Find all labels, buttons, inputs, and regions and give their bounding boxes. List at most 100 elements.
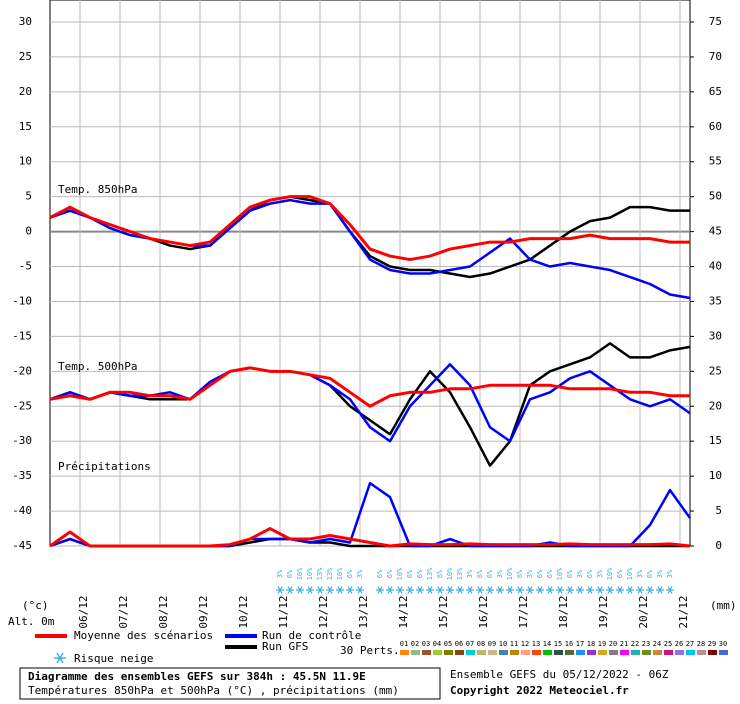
snow-risk-marker (666, 586, 674, 594)
snow-risk-label: 6% (476, 569, 484, 578)
snow-risk-marker (516, 586, 524, 594)
y2-tick-label: 0 (715, 539, 722, 552)
x-tick-label: 13/12 (357, 595, 370, 628)
member-swatch (686, 650, 695, 655)
legend-label: Run de contrôle (262, 629, 361, 642)
x-tick-label: 08/12 (157, 595, 170, 628)
x-tick-label: 17/12 (517, 595, 530, 628)
y2-tick-label: 65 (709, 85, 722, 98)
panel-label: Précipitations (58, 460, 151, 473)
member-label: 24 (653, 640, 661, 648)
snowflake-stroke (467, 586, 473, 594)
x-tick-label: 19/12 (597, 595, 610, 628)
y-tick-label: 20 (19, 85, 32, 98)
snowflake-stroke (417, 586, 423, 594)
member-swatch (422, 650, 431, 655)
member-label: 09 (488, 640, 496, 648)
snow-risk-label: 6% (566, 569, 574, 578)
panel-label: Temp. 850hPa (58, 183, 137, 196)
member-swatch (565, 650, 574, 655)
y-tick-label: -45 (12, 539, 32, 552)
footer-subtitle: Températures 850hPa et 500hPa (°C) , pré… (28, 684, 399, 697)
snowflake-stroke (397, 586, 403, 594)
member-swatch (477, 650, 486, 655)
snow-risk-label: 6% (286, 569, 294, 578)
snow-risk-label: 10% (396, 567, 404, 580)
member-swatch (532, 650, 541, 655)
y2-tick-label: 75 (709, 15, 722, 28)
y-tick-label: 30 (19, 15, 32, 28)
y2-axis-label: (mm) (710, 599, 737, 612)
x-tick-label: 12/12 (317, 595, 330, 628)
member-label: 19 (598, 640, 606, 648)
member-swatch (664, 650, 673, 655)
snow-risk-label: 6% (646, 569, 654, 578)
snow-risk-label: 10% (626, 567, 634, 580)
member-label: 25 (664, 640, 672, 648)
snow-risk-label: 13% (456, 567, 464, 580)
members-label: 30 Perts. (340, 644, 400, 657)
member-label: 17 (576, 640, 584, 648)
snow-risk-label: 10% (306, 567, 314, 580)
member-label: 14 (543, 640, 551, 648)
y2-tick-label: 45 (709, 225, 722, 238)
snow-risk-marker (546, 586, 554, 594)
legend-label: Risque neige (74, 652, 153, 665)
snowflake-stroke (567, 586, 573, 594)
y2-tick-label: 15 (709, 434, 722, 447)
y-tick-label: -15 (12, 329, 32, 342)
snow-risk-marker (476, 586, 484, 594)
y2-tick-label: 10 (709, 469, 722, 482)
snow-risk-marker (406, 586, 414, 594)
member-swatch (499, 650, 508, 655)
snow-risk-label: 3% (356, 569, 364, 578)
snowflake-stroke (587, 586, 593, 594)
snow-risk-marker (396, 586, 404, 594)
snowflake-stroke (637, 586, 643, 594)
x-tick-label: 11/12 (277, 595, 290, 628)
snow-risk-marker (556, 586, 564, 594)
member-label: 07 (466, 640, 474, 648)
altitude: Alt. 0m (8, 615, 55, 628)
member-swatch (587, 650, 596, 655)
snow-risk-marker (326, 586, 334, 594)
y-axis-label: (°c) (22, 599, 49, 612)
member-label: 05 (444, 640, 452, 648)
member-swatch (653, 650, 662, 655)
x-tick-label: 06/12 (77, 595, 90, 628)
snow-risk-marker (376, 586, 384, 594)
member-label: 12 (521, 640, 529, 648)
footer-run: Ensemble GEFS du 05/12/2022 - 06Z (450, 668, 669, 681)
x-tick-label: 16/12 (477, 595, 490, 628)
snowflake-stroke (407, 586, 413, 594)
snow-risk-label: 3% (466, 569, 474, 578)
footer-title: Diagramme des ensembles GEFS sur 384h : … (28, 670, 366, 683)
snow-risk-marker (486, 586, 494, 594)
member-swatch (411, 650, 420, 655)
series-line (49, 342, 691, 467)
y-tick-label: 10 (19, 155, 32, 168)
member-label: 27 (686, 640, 694, 648)
snowflake-stroke (667, 586, 673, 594)
y-tick-label: -20 (12, 364, 32, 377)
member-label: 30 (719, 640, 727, 648)
footer-copyright: Copyright 2022 Meteociel.fr (450, 684, 629, 697)
snow-risk-marker (596, 586, 604, 594)
snow-risk-marker (276, 586, 284, 594)
snow-risk-marker (286, 586, 294, 594)
snowflake-stroke (547, 586, 553, 594)
member-label: 10 (499, 640, 507, 648)
snow-legend-icon (54, 652, 66, 664)
snow-risk-label: 10% (606, 567, 614, 580)
member-label: 03 (422, 640, 430, 648)
member-label: 16 (565, 640, 573, 648)
y-tick-label: -40 (12, 504, 32, 517)
snow-risk-label: 13% (426, 567, 434, 580)
snow-risk-label: 3% (666, 569, 674, 578)
x-tick-label: 15/12 (437, 595, 450, 628)
snow-risk-marker (346, 586, 354, 594)
member-label: 29 (708, 640, 716, 648)
snowflake-stroke (377, 586, 383, 594)
member-swatch (543, 650, 552, 655)
snow-risk-marker (626, 586, 634, 594)
